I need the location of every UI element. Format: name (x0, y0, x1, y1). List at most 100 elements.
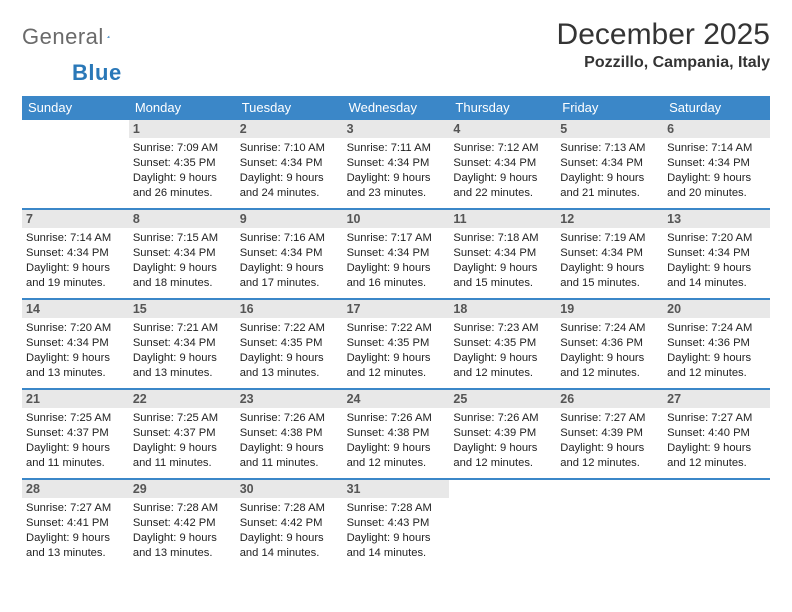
day-cell: 12 Sunrise: 7:19 AMSunset: 4:34 PMDayligh… (556, 210, 663, 298)
weekday-header-cell: Saturday (663, 96, 770, 120)
day-cell: 7Sunrise: 7:14 AMSunset: 4:34 PMDaylight… (22, 210, 129, 298)
day-details: Sunrise: 7:25 AMSunset: 4:37 PMDaylight:… (26, 411, 125, 471)
daylight-line: Daylight: 9 hours and 12 minutes. (667, 351, 766, 381)
daylight-line: Daylight: 9 hours and 12 minutes. (560, 441, 659, 471)
day-number: 16 (236, 300, 343, 318)
sunrise-line: Sunrise: 7:13 AM (560, 141, 659, 156)
day-cell: 2Sunrise: 7:10 AMSunset: 4:34 PMDaylight… (236, 120, 343, 208)
sunset-line: Sunset: 4:38 PM (347, 426, 446, 441)
day-details: Sunrise: 7:15 AMSunset: 4:34 PMDaylight:… (133, 231, 232, 291)
sunrise-line: Sunrise: 7:14 AM (26, 231, 125, 246)
day-details: Sunrise: 7:27 AMSunset: 4:39 PMDaylight:… (560, 411, 659, 471)
day-cell: 6Sunrise: 7:14 AMSunset: 4:34 PMDaylight… (663, 120, 770, 208)
day-cell: 21 Sunrise: 7:25 AMSunset: 4:37 PMDayligh… (22, 390, 129, 478)
day-cell: 20Sunrise: 7:24 AMSunset: 4:36 PMDayligh… (663, 300, 770, 388)
weekday-header: SundayMondayTuesdayWednesdayThursdayFrid… (22, 96, 770, 120)
daylight-line: Daylight: 9 hours and 20 minutes. (667, 171, 766, 201)
day-details: Sunrise: 7:27 AMSunset: 4:40 PMDaylight:… (667, 411, 766, 471)
sunset-line: Sunset: 4:39 PM (453, 426, 552, 441)
day-details: Sunrise: 7:24 AMSunset: 4:36 PMDaylight:… (667, 321, 766, 381)
day-cell: 22Sunrise: 7:25 AMSunset: 4:37 PMDayligh… (129, 390, 236, 478)
sunrise-line: Sunrise: 7:23 AM (453, 321, 552, 336)
day-number: 24 (343, 390, 450, 408)
sunrise-line: Sunrise: 7:25 AM (26, 411, 125, 426)
sunset-line: Sunset: 4:34 PM (667, 156, 766, 171)
day-details: Sunrise: 7:19 AMSunset: 4:34 PMDaylight:… (560, 231, 659, 291)
day-details: Sunrise: 7:10 AMSunset: 4:34 PMDaylight:… (240, 141, 339, 201)
day-cell: 29Sunrise: 7:28 AMSunset: 4:42 PMDayligh… (129, 480, 236, 568)
day-cell: 11 Sunrise: 7:18 AMSunset: 4:34 PMDayligh… (449, 210, 556, 298)
daylight-line: Daylight: 9 hours and 14 minutes. (240, 531, 339, 561)
logo: General (22, 18, 129, 50)
day-cell: 1Sunrise: 7:09 AMSunset: 4:35 PMDaylight… (129, 120, 236, 208)
day-number: 15 (129, 300, 236, 318)
day-details: Sunrise: 7:14 AMSunset: 4:34 PMDaylight:… (667, 141, 766, 201)
daylight-line: Daylight: 9 hours and 12 minutes. (347, 351, 446, 381)
day-cell: 27 Sunrise: 7:27 AMSunset: 4:40 PMDayligh… (663, 390, 770, 478)
day-number: 12 (556, 210, 663, 228)
week-row: 7Sunrise: 7:14 AMSunset: 4:34 PMDaylight… (22, 210, 770, 300)
location: Pozzillo, Campania, Italy (557, 54, 770, 72)
sunrise-line: Sunrise: 7:24 AM (667, 321, 766, 336)
day-cell: 8 Sunrise: 7:15 AMSunset: 4:34 PMDaylight… (129, 210, 236, 298)
day-details: Sunrise: 7:23 AMSunset: 4:35 PMDaylight:… (453, 321, 552, 381)
day-details: Sunrise: 7:28 AMSunset: 4:42 PMDaylight:… (240, 501, 339, 561)
day-details: Sunrise: 7:20 AMSunset: 4:34 PMDaylight:… (667, 231, 766, 291)
day-details: Sunrise: 7:13 AMSunset: 4:34 PMDaylight:… (560, 141, 659, 201)
daylight-line: Daylight: 9 hours and 24 minutes. (240, 171, 339, 201)
day-cell: 23 Sunrise: 7:26 AMSunset: 4:38 PMDayligh… (236, 390, 343, 478)
sunrise-line: Sunrise: 7:27 AM (560, 411, 659, 426)
day-cell: 14Sunrise: 7:20 AMSunset: 4:34 PMDayligh… (22, 300, 129, 388)
daylight-line: Daylight: 9 hours and 12 minutes. (453, 441, 552, 471)
daylight-line: Daylight: 9 hours and 12 minutes. (667, 441, 766, 471)
daylight-line: Daylight: 9 hours and 12 minutes. (560, 351, 659, 381)
day-details: Sunrise: 7:24 AMSunset: 4:36 PMDaylight:… (560, 321, 659, 381)
day-number: 3 (343, 120, 450, 138)
sunset-line: Sunset: 4:34 PM (240, 156, 339, 171)
sunrise-line: Sunrise: 7:22 AM (240, 321, 339, 336)
day-cell: 4Sunrise: 7:12 AMSunset: 4:34 PMDaylight… (449, 120, 556, 208)
day-details: Sunrise: 7:21 AMSunset: 4:34 PMDaylight:… (133, 321, 232, 381)
daylight-line: Daylight: 9 hours and 13 minutes. (240, 351, 339, 381)
day-number: 17 (343, 300, 450, 318)
sunset-line: Sunset: 4:37 PM (26, 426, 125, 441)
day-number: 21 (22, 390, 129, 408)
sunrise-line: Sunrise: 7:15 AM (133, 231, 232, 246)
day-details: Sunrise: 7:26 AMSunset: 4:38 PMDaylight:… (240, 411, 339, 471)
day-cell: 15 Sunrise: 7:21 AMSunset: 4:34 PMDayligh… (129, 300, 236, 388)
logo-word1: General (22, 24, 104, 50)
day-details: Sunrise: 7:12 AMSunset: 4:34 PMDaylight:… (453, 141, 552, 201)
day-number: 30 (236, 480, 343, 498)
day-cell: 10Sunrise: 7:17 AMSunset: 4:34 PMDayligh… (343, 210, 450, 298)
day-cell (663, 480, 770, 568)
sunset-line: Sunset: 4:34 PM (240, 246, 339, 261)
week-row: 1Sunrise: 7:09 AMSunset: 4:35 PMDaylight… (22, 120, 770, 210)
sunrise-line: Sunrise: 7:10 AM (240, 141, 339, 156)
day-number: 31 (343, 480, 450, 498)
daylight-line: Daylight: 9 hours and 19 minutes. (26, 261, 125, 291)
day-details: Sunrise: 7:18 AMSunset: 4:34 PMDaylight:… (453, 231, 552, 291)
sunset-line: Sunset: 4:34 PM (560, 246, 659, 261)
sunset-line: Sunset: 4:34 PM (667, 246, 766, 261)
sunset-line: Sunset: 4:35 PM (240, 336, 339, 351)
day-number: 23 (236, 390, 343, 408)
calendar-weeks: 1Sunrise: 7:09 AMSunset: 4:35 PMDaylight… (22, 120, 770, 568)
day-cell (556, 480, 663, 568)
day-number: 26 (556, 390, 663, 408)
sunrise-line: Sunrise: 7:20 AM (667, 231, 766, 246)
daylight-line: Daylight: 9 hours and 12 minutes. (347, 441, 446, 471)
day-details: Sunrise: 7:26 AMSunset: 4:38 PMDaylight:… (347, 411, 446, 471)
daylight-line: Daylight: 9 hours and 22 minutes. (453, 171, 552, 201)
week-row: 21Sunrise: 7:25 AMSunset: 4:37 PMDayligh… (22, 390, 770, 480)
day-cell: 18Sunrise: 7:23 AMSunset: 4:35 PMDayligh… (449, 300, 556, 388)
daylight-line: Daylight: 9 hours and 11 minutes. (26, 441, 125, 471)
day-number: 5 (556, 120, 663, 138)
day-number: 25 (449, 390, 556, 408)
day-number: 8 (129, 210, 236, 228)
day-number: 11 (449, 210, 556, 228)
day-cell (449, 480, 556, 568)
day-number: 27 (663, 390, 770, 408)
daylight-line: Daylight: 9 hours and 23 minutes. (347, 171, 446, 201)
daylight-line: Daylight: 9 hours and 13 minutes. (26, 351, 125, 381)
sunrise-line: Sunrise: 7:25 AM (133, 411, 232, 426)
